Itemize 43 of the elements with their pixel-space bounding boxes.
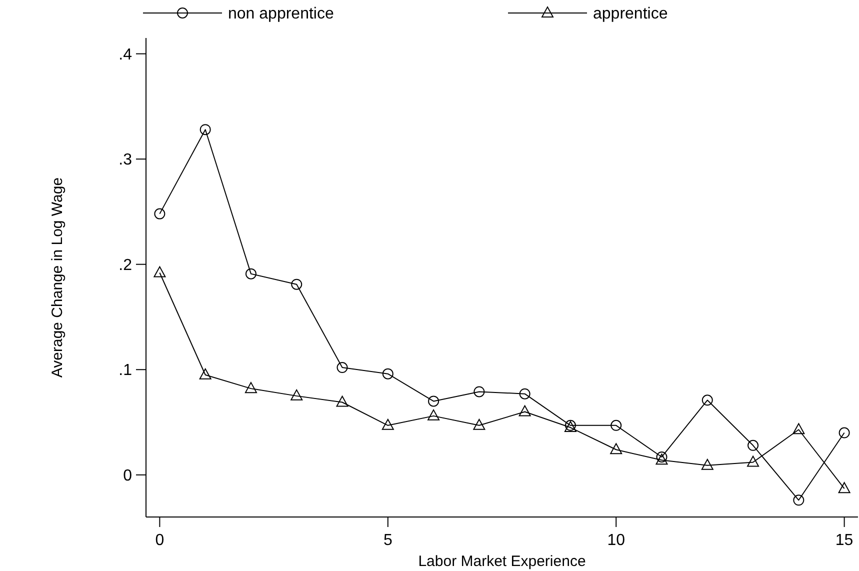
point [748,440,759,451]
point [336,396,348,407]
point [154,266,166,278]
point [656,451,668,462]
point [838,427,850,438]
x-tick-label: 0 [155,532,164,549]
legend-label: apprentice [593,6,668,23]
point [382,418,394,430]
point [428,396,440,407]
y-tick-label: .1 [118,362,132,380]
point [793,494,804,506]
y-axis-title: Average Change in Log Wage [49,177,66,378]
y-tick-label: .3 [118,152,132,169]
point [838,482,850,494]
point [747,456,760,467]
point [474,386,485,398]
point [199,368,212,380]
x-tick-label: 5 [383,532,392,549]
point [428,409,440,420]
point [701,458,714,470]
point [154,208,166,220]
point [245,268,256,280]
legend-label: non apprentice [228,6,334,23]
point [518,405,531,416]
y-tick-label: 0 [123,467,132,484]
point [519,388,530,400]
point [610,420,622,431]
y-tick-label: .4 [118,46,132,64]
x-tick-label: 10 [607,532,626,549]
point [656,454,668,465]
point [792,423,805,434]
point [290,389,303,400]
x-axis-title: Labor Market Experience [418,553,586,570]
point [244,382,257,394]
point [382,368,394,380]
point [336,362,348,374]
point [702,394,713,406]
y-tick-label: .2 [118,256,132,274]
point [473,418,486,430]
point [610,443,622,454]
x-tick-label: 15 [835,532,854,549]
point [200,124,211,136]
point [291,278,302,290]
